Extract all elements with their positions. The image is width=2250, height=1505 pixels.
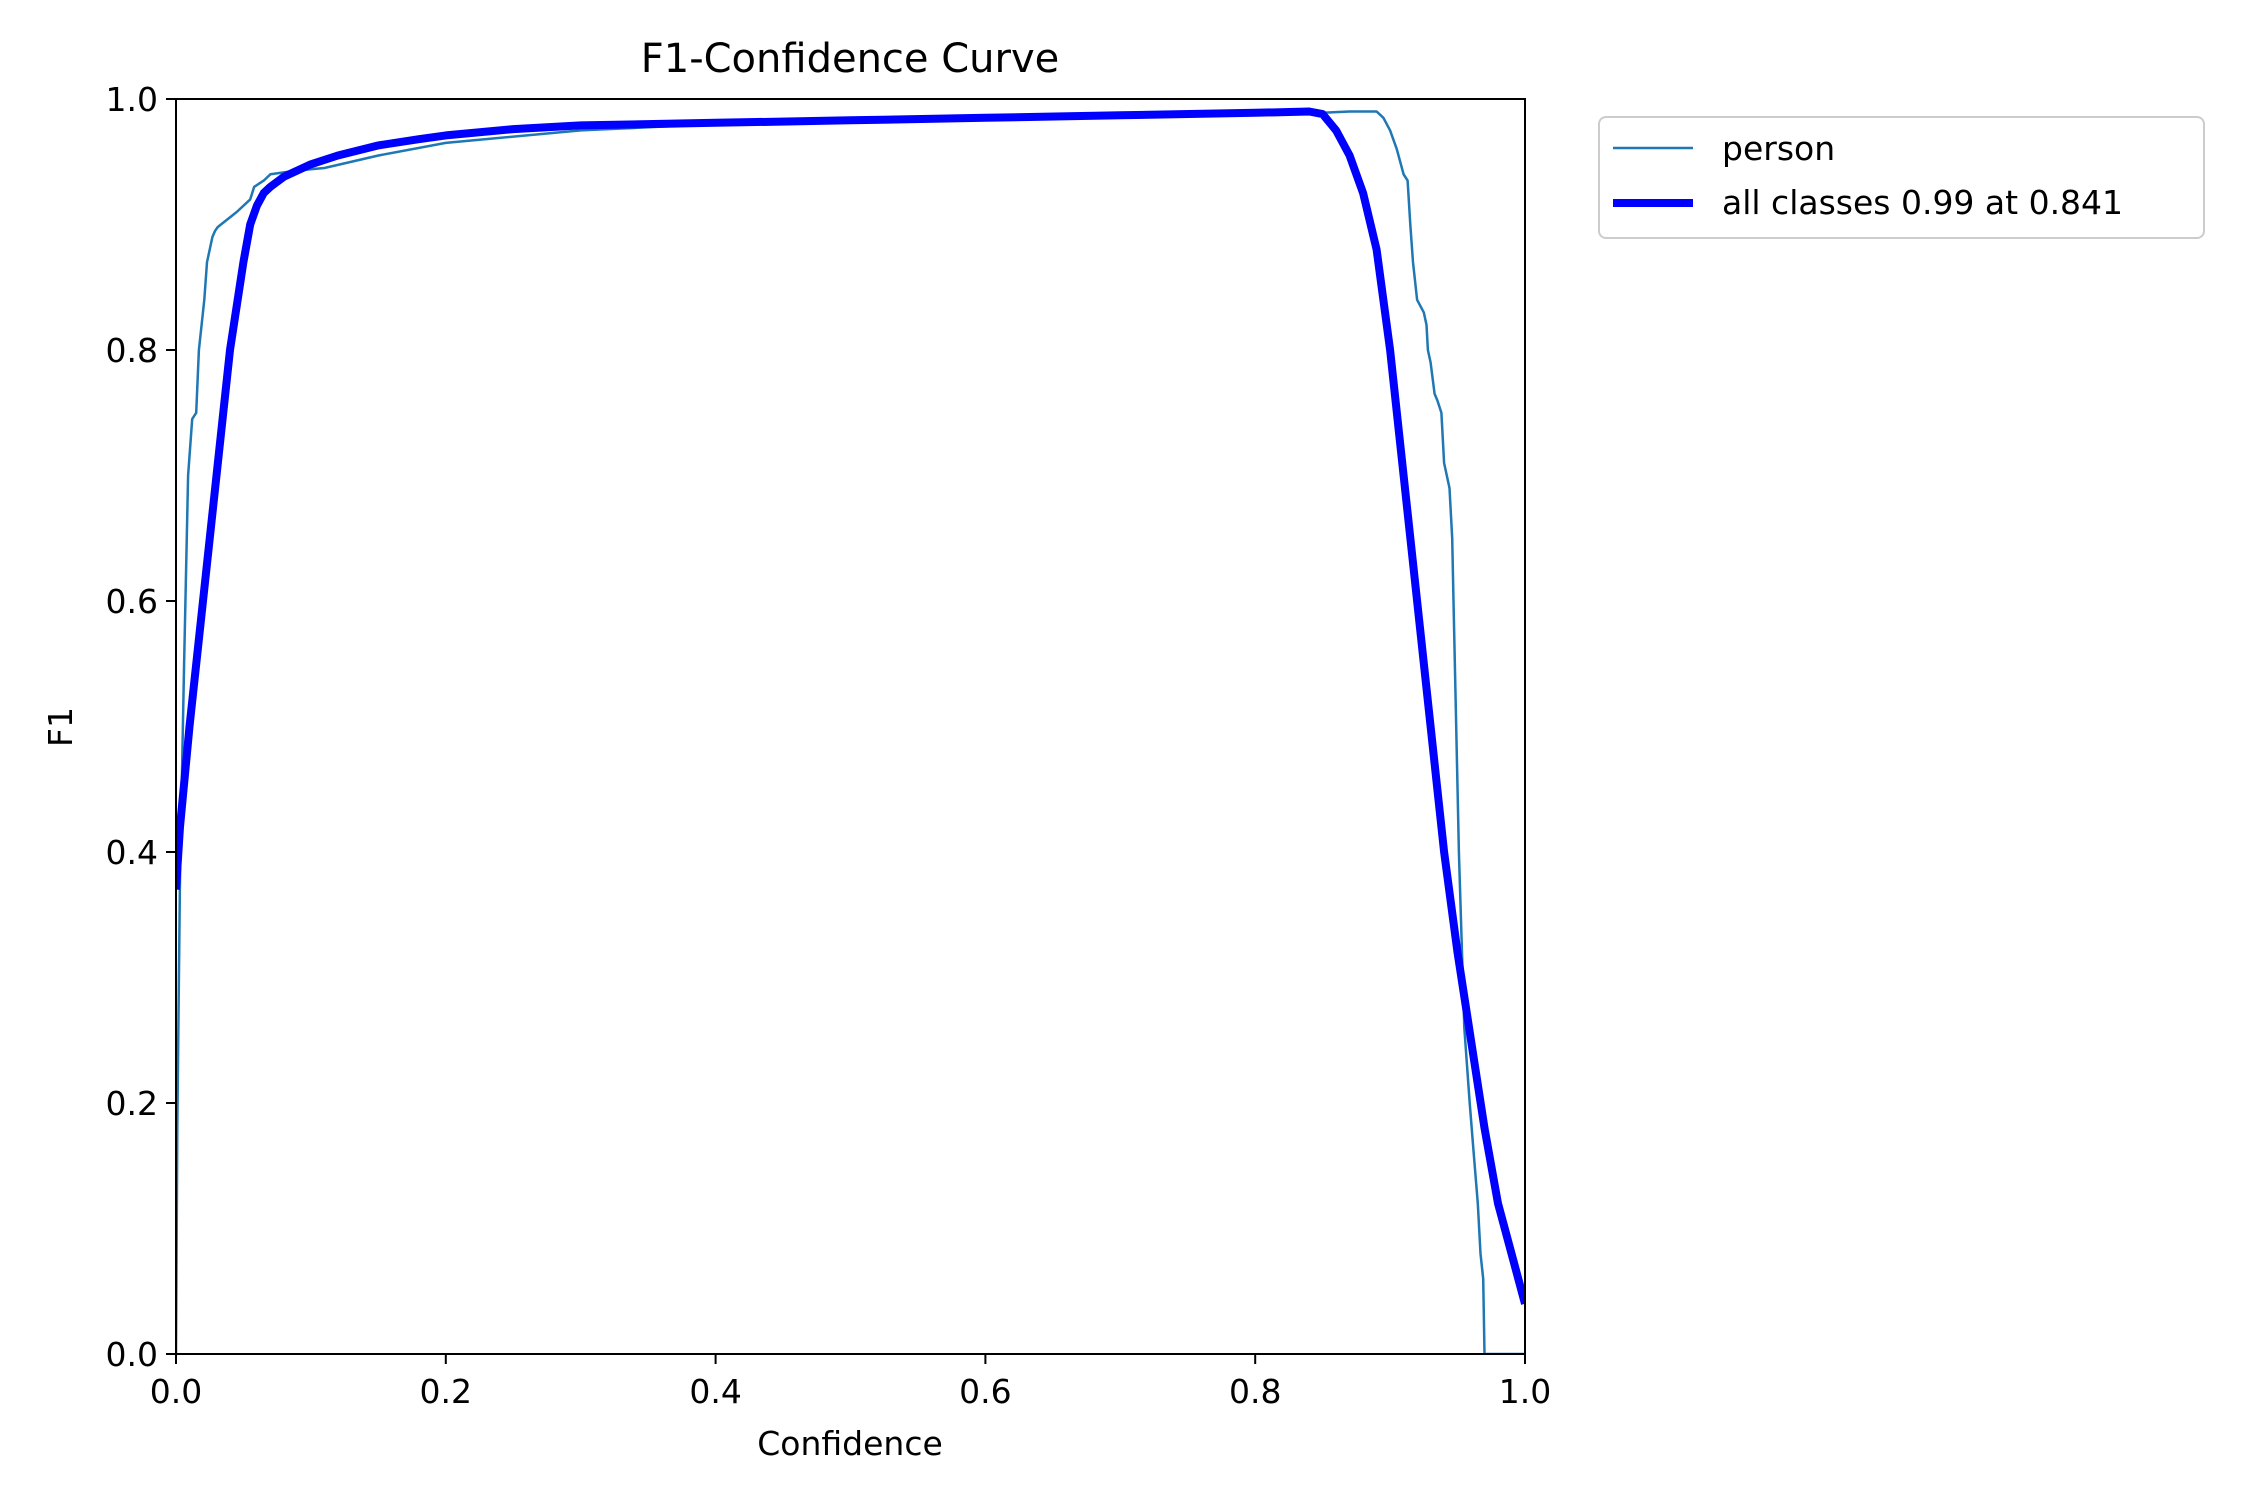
y-tick-label: 0.0 <box>106 1335 158 1374</box>
series-line-person <box>176 110 1525 1354</box>
x-tick-label: 0.6 <box>959 1372 1011 1411</box>
y-tick-label: 0.2 <box>106 1084 158 1123</box>
y-tick-label: 0.6 <box>106 582 158 621</box>
y-tick-label: 1.0 <box>106 80 158 119</box>
y-axis-ticks: 0.0 0.2 0.4 0.6 0.8 1.0 <box>106 80 176 1374</box>
y-tick-label: 0.4 <box>106 833 158 872</box>
x-tick-label: 1.0 <box>1499 1372 1551 1411</box>
series-line-all-classes <box>176 107 1525 1305</box>
legend-frame <box>1598 116 2205 239</box>
x-tick-label: 0.8 <box>1229 1372 1281 1411</box>
plot-frame <box>175 98 1526 1355</box>
legend: person all classes 0.99 at 0.841 <box>1598 116 2205 239</box>
plot-area <box>175 98 1526 1355</box>
x-tick-label: 0.2 <box>420 1372 472 1411</box>
x-axis-label: Confidence <box>757 1424 943 1463</box>
y-tick-label: 0.8 <box>106 331 158 370</box>
x-axis-ticks: 0.0 0.2 0.4 0.6 0.8 1.0 <box>150 1354 1551 1411</box>
legend-label-all-classes: all classes 0.99 at 0.841 <box>1722 183 2123 222</box>
x-tick-label: 0.4 <box>689 1372 741 1411</box>
chart-title: F1-Confidence Curve <box>641 36 1060 82</box>
x-tick-label: 0.0 <box>150 1372 202 1411</box>
series-layer <box>176 107 1525 1354</box>
legend-label-person: person <box>1722 129 1835 168</box>
y-axis-label: F1 <box>41 707 80 747</box>
